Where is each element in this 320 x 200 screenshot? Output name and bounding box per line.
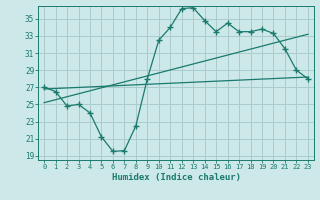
X-axis label: Humidex (Indice chaleur): Humidex (Indice chaleur) xyxy=(111,173,241,182)
